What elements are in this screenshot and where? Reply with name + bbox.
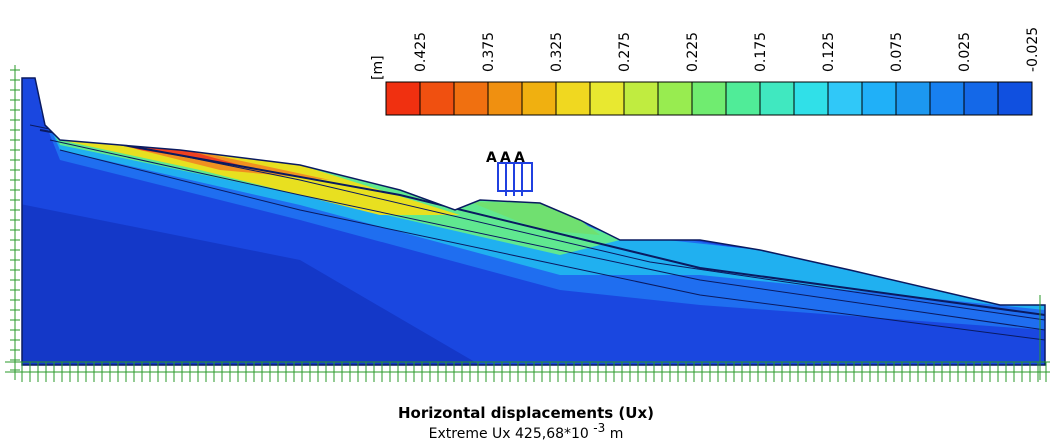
legend-label: -0.025 — [1025, 27, 1041, 72]
legend-label: 0.175 — [753, 32, 769, 72]
legend-label: 0.425 — [413, 32, 429, 72]
load-label: A — [486, 150, 497, 166]
color-cell — [725, 81, 761, 116]
legend-label: 0.375 — [481, 32, 497, 72]
color-cell — [657, 81, 693, 116]
color-cell — [623, 81, 659, 116]
legend-label: 0.075 — [889, 32, 905, 72]
subtitle: Extreme Ux 425,68*10 -3 m — [429, 420, 624, 442]
legend-label: 0.275 — [617, 32, 633, 72]
color-cell — [827, 81, 863, 116]
color-cell — [963, 81, 999, 116]
subtitle-text: Extreme Ux 425,68*10 — [429, 426, 589, 442]
legend-label: 0.025 — [957, 32, 973, 72]
color-cell — [453, 81, 489, 116]
color-cell — [759, 81, 795, 116]
color-cell — [793, 81, 829, 116]
legend-label: 0.325 — [549, 32, 565, 72]
legend-label: 0.225 — [685, 32, 701, 72]
color-cell — [861, 81, 897, 116]
axes — [5, 65, 1050, 382]
color-cell — [487, 81, 523, 116]
legend-label: 0.125 — [821, 32, 837, 72]
color-cell — [997, 81, 1033, 116]
title: Horizontal displacements (Ux) — [398, 404, 654, 422]
legend-unit: [m] — [370, 55, 386, 80]
color-cell — [929, 81, 965, 116]
subtitle-unit: m — [610, 426, 624, 442]
color-cell — [521, 81, 557, 116]
domain-outline — [21, 77, 1046, 366]
load-label: A — [500, 150, 511, 166]
color-cell — [555, 81, 591, 116]
color-cell — [691, 81, 727, 116]
load-label: A — [514, 150, 525, 166]
color-cell — [385, 81, 421, 116]
color-cell — [895, 81, 931, 116]
color-bar — [385, 81, 1033, 116]
color-cell — [589, 81, 625, 116]
color-cell — [419, 81, 455, 116]
subtitle-exponent: -3 — [593, 421, 605, 435]
